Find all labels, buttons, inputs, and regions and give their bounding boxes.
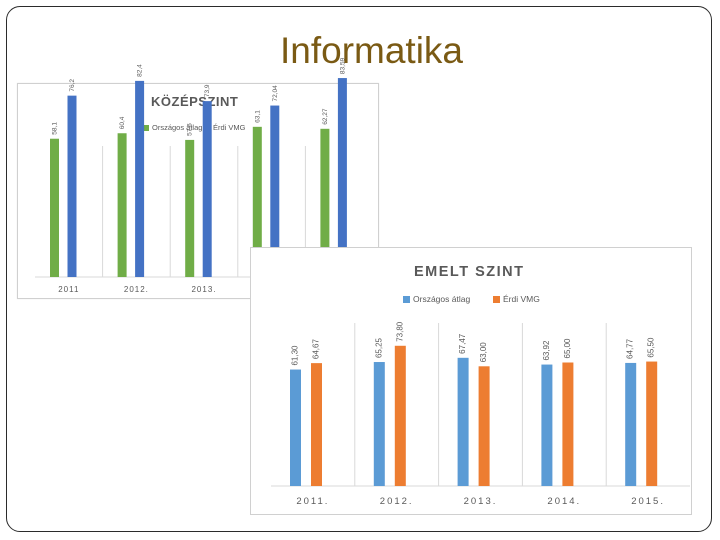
bar-erdi-3	[270, 105, 280, 277]
bar-orszagos-2	[185, 139, 195, 277]
slide-frame	[6, 6, 712, 532]
emelt-szint-chart-panel: EMELT SZINT Országos átlag Érdi VMG 61,30 64…	[250, 247, 692, 515]
data-label: 72,04	[272, 85, 279, 102]
data-label: 76,2	[69, 79, 76, 92]
legend-label: Országos átlag	[152, 123, 202, 132]
data-label: 73,9	[204, 84, 211, 97]
data-label: 82,4	[137, 64, 144, 77]
data-label: 64,77	[626, 338, 635, 359]
legend-swatch	[493, 296, 500, 303]
legend-label: Érdi VMG	[213, 123, 246, 132]
x-tick-label: 2012.	[380, 496, 414, 507]
data-label: 67,47	[458, 333, 467, 354]
data-label: 60,4	[119, 116, 126, 129]
data-label: 64,67	[312, 339, 321, 360]
bar-erdi-1	[135, 80, 145, 277]
legend-swatch	[143, 125, 149, 131]
data-label: 57,6	[187, 123, 194, 136]
legend-label: Országos átlag	[413, 294, 470, 304]
data-label: 65,50	[647, 337, 656, 358]
bar-erdi-1	[394, 345, 406, 486]
x-tick-label: 2014.	[547, 496, 581, 507]
data-label: 62,27	[322, 108, 329, 125]
legend-swatch	[403, 296, 410, 303]
data-label: 63,1	[254, 110, 261, 123]
x-tick-label: 2013.	[191, 285, 216, 294]
bar-erdi-0	[67, 95, 77, 277]
bar-erdi-2	[202, 101, 212, 277]
data-label: 63,00	[479, 342, 488, 363]
x-tick-label: 2012.	[124, 285, 149, 294]
bar-orszagos-0	[290, 369, 301, 486]
emelt-szint-chart: EMELT SZINT Országos átlag Érdi VMG 61,30 64…	[271, 264, 690, 507]
data-label: 63,92	[542, 340, 551, 361]
chart-title: EMELT SZINT	[414, 264, 524, 280]
bar-erdi-4	[646, 361, 658, 486]
bar-orszagos-3	[252, 126, 262, 278]
bar-erdi-4	[337, 78, 347, 277]
bar-erdi-2	[478, 366, 490, 486]
bar-orszagos-3	[541, 364, 553, 486]
bar-erdi-0	[311, 363, 322, 486]
bar-orszagos-4	[625, 362, 637, 486]
bar-orszagos-1	[117, 133, 127, 277]
x-tick-label: 2011.	[296, 496, 329, 507]
data-label: 83,59	[339, 57, 346, 74]
x-tick-label: 2013.	[464, 496, 498, 507]
data-label: 73,80	[395, 321, 404, 342]
slide-title: Informatika	[280, 30, 464, 71]
bar-orszagos-2	[457, 357, 469, 486]
x-tick-label: 2015.	[631, 496, 665, 507]
bar-orszagos-1	[373, 362, 385, 486]
legend-label: Érdi VMG	[503, 294, 540, 304]
x-tick-label: 2011	[58, 285, 79, 294]
bar-orszagos-0	[50, 138, 59, 277]
data-label: 58,1	[52, 122, 59, 135]
data-label: 65,00	[563, 338, 572, 359]
bar-erdi-3	[562, 362, 574, 486]
data-label: 61,30	[291, 345, 300, 366]
data-label: 65,25	[374, 337, 383, 358]
bar-orszagos-4	[320, 128, 330, 277]
chart-title: KÖZÉPSZINT	[151, 94, 238, 109]
